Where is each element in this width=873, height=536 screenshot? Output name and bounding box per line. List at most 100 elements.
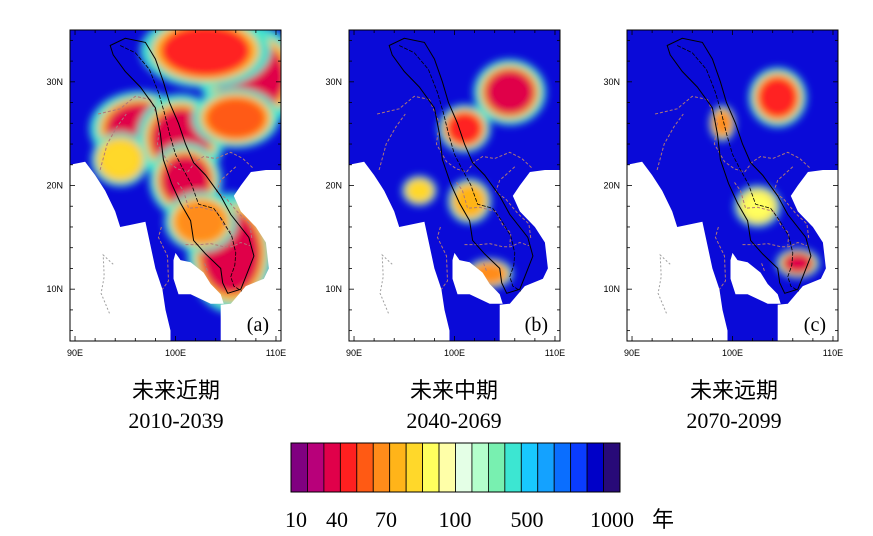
panel-c-map: 90E 100E 110E 30N 20N 10N (c) xyxy=(603,29,843,358)
panel-c-xtick-label: 110E xyxy=(823,348,843,358)
panel-c-ytick-label: 30N xyxy=(603,77,620,87)
panel-b-ytick-label: 10N xyxy=(325,284,342,294)
panel-c-ytick-label: 20N xyxy=(603,181,620,191)
panel-b-border-6 xyxy=(495,166,532,240)
panel-b-hotspot-5 xyxy=(407,180,432,202)
panel-a-border-4 xyxy=(185,241,251,248)
panel-a-border-5 xyxy=(204,263,209,272)
colorbar-swatch-14 xyxy=(504,442,522,493)
panel-a-hotspot-9 xyxy=(100,140,141,179)
panel-b-border-4 xyxy=(464,241,530,248)
colorbar-swatch-2 xyxy=(307,442,325,493)
colorbar-swatch-8 xyxy=(405,442,423,493)
colorbar-swatch-15 xyxy=(520,442,539,493)
panel-b-map: 90E 100E 110E 30N 20N 10N (b) xyxy=(325,29,565,358)
panel-b-xtick-label: 90E xyxy=(346,348,362,358)
panel-a-bay-of-bengal xyxy=(70,161,171,341)
colorbar-swatch-9 xyxy=(422,442,440,493)
panel-b-bay-of-bengal xyxy=(349,161,450,341)
colorbar-swatch-10 xyxy=(438,442,456,493)
panel-c-border-9 xyxy=(714,226,727,290)
panel-c-border-5 xyxy=(761,263,766,272)
panel-b-ytick-label: 30N xyxy=(325,77,342,87)
panel-b-border-9 xyxy=(436,226,449,290)
panel-b-hotspot-2 xyxy=(446,111,483,146)
panel-c-south-china-sea xyxy=(777,170,838,341)
colorbar-swatch-12 xyxy=(471,442,489,493)
panel-b-ytick-label: 20N xyxy=(325,181,342,191)
panel-b-title: 未来中期 xyxy=(410,379,498,404)
panel-c-bay-of-bengal xyxy=(627,161,728,341)
panel-c-field xyxy=(627,30,838,341)
panel-c-border-3 xyxy=(734,182,790,246)
panel-c-hotspot-2 xyxy=(713,110,732,136)
colorbar-swatch-1 xyxy=(290,442,308,493)
colorbar-swatch-6 xyxy=(372,442,391,493)
panel-c-border-8 xyxy=(656,113,684,171)
panel-c-gulf-of-thailand xyxy=(730,252,781,304)
panel-a-mekong-river xyxy=(120,45,243,292)
colorbar-swatch-17 xyxy=(553,442,572,493)
panel-b-label: (b) xyxy=(525,314,548,336)
panel-a-years: 2010-2039 xyxy=(128,408,223,433)
panel-c-islands-1 xyxy=(657,253,671,316)
panel-a-border-6 xyxy=(216,166,253,240)
panel-c-hotspot-3 xyxy=(782,252,813,274)
panel-b-border-8 xyxy=(378,113,406,171)
panel-c-border-6 xyxy=(773,166,810,240)
colorbar-swatch-11 xyxy=(455,442,473,493)
panel-a-hotspot-2 xyxy=(160,30,251,77)
panel-a-map: 90E 100E 110E 30N 20N 10N (a) xyxy=(46,29,286,358)
panel-a-border-7 xyxy=(97,95,151,115)
panel-a-label: (a) xyxy=(247,314,269,336)
panel-a-title: 未来近期 xyxy=(132,379,220,404)
colorbar-swatch-7 xyxy=(389,442,407,493)
colorbar-tick-label: 100 xyxy=(439,507,472,532)
panel-a-islands-1 xyxy=(100,253,114,316)
panel-c-xtick-label: 100E xyxy=(722,348,743,358)
panel-a-ytick-label: 10N xyxy=(46,284,63,294)
panel-b-border-3 xyxy=(456,182,512,246)
panel-c-ticks xyxy=(627,30,838,341)
panel-a-hotspot-5 xyxy=(205,97,266,139)
map-panels: 90E 100E 110E 30N 20N 10N (a) 90E 100E 110E 30N 20N… xyxy=(46,29,843,358)
panel-a-border-3 xyxy=(177,182,233,246)
panel-b-border-5 xyxy=(483,263,488,272)
colorbar-swatch-18 xyxy=(570,442,588,493)
colorbar-swatch-3 xyxy=(323,442,341,493)
panel-a-south-china-sea xyxy=(220,170,281,341)
panel-b-borders xyxy=(376,95,534,316)
colorbar-tick-label: 500 xyxy=(511,507,544,532)
panel-a-gulf-of-thailand xyxy=(173,252,224,304)
colorbar-tick-label: 1000 xyxy=(590,507,634,532)
panel-c-xtick-label: 90E xyxy=(624,348,640,358)
panel-c-hotspot-4 xyxy=(741,191,774,221)
panel-c-borders xyxy=(654,95,812,316)
panel-a-xtick-label: 90E xyxy=(67,348,83,358)
panel-a-ticks xyxy=(70,30,281,341)
period-titles: 未来近期 2010-2039 未来中期 2040-2069 未来远期 2070-… xyxy=(128,379,781,433)
panel-a-xtick-label: 110E xyxy=(266,348,286,358)
panel-c-hotspot-1 xyxy=(757,76,798,119)
panel-b-xtick-label: 110E xyxy=(545,348,565,358)
colorbar-swatch-19 xyxy=(586,442,604,493)
panel-c-title: 未来远期 xyxy=(690,379,778,404)
colorbar-swatch-5 xyxy=(356,442,374,493)
panel-a-hotspot-8 xyxy=(175,201,226,243)
panel-b-gulf-of-thailand xyxy=(452,252,503,304)
panel-c-label: (c) xyxy=(804,314,826,336)
panel-c-mekong-river xyxy=(677,45,800,292)
colorbar-swatch-20 xyxy=(603,442,621,493)
colorbar-tick-label: 70 xyxy=(375,507,397,532)
colorbar-tick-label: 10 xyxy=(285,507,307,532)
panel-c-years: 2070-2099 xyxy=(686,408,781,433)
panel-b-years: 2040-2069 xyxy=(406,408,501,433)
panel-b-mekong-river xyxy=(399,45,522,292)
panel-c-border-7 xyxy=(654,95,708,115)
panel-b-hotspot-1 xyxy=(484,69,535,116)
panel-b-hotspot-3 xyxy=(454,185,485,217)
panel-c-ytick-label: 10N xyxy=(603,284,620,294)
colorbar-swatch-16 xyxy=(537,442,555,493)
panel-a-basin-outline xyxy=(109,37,255,294)
